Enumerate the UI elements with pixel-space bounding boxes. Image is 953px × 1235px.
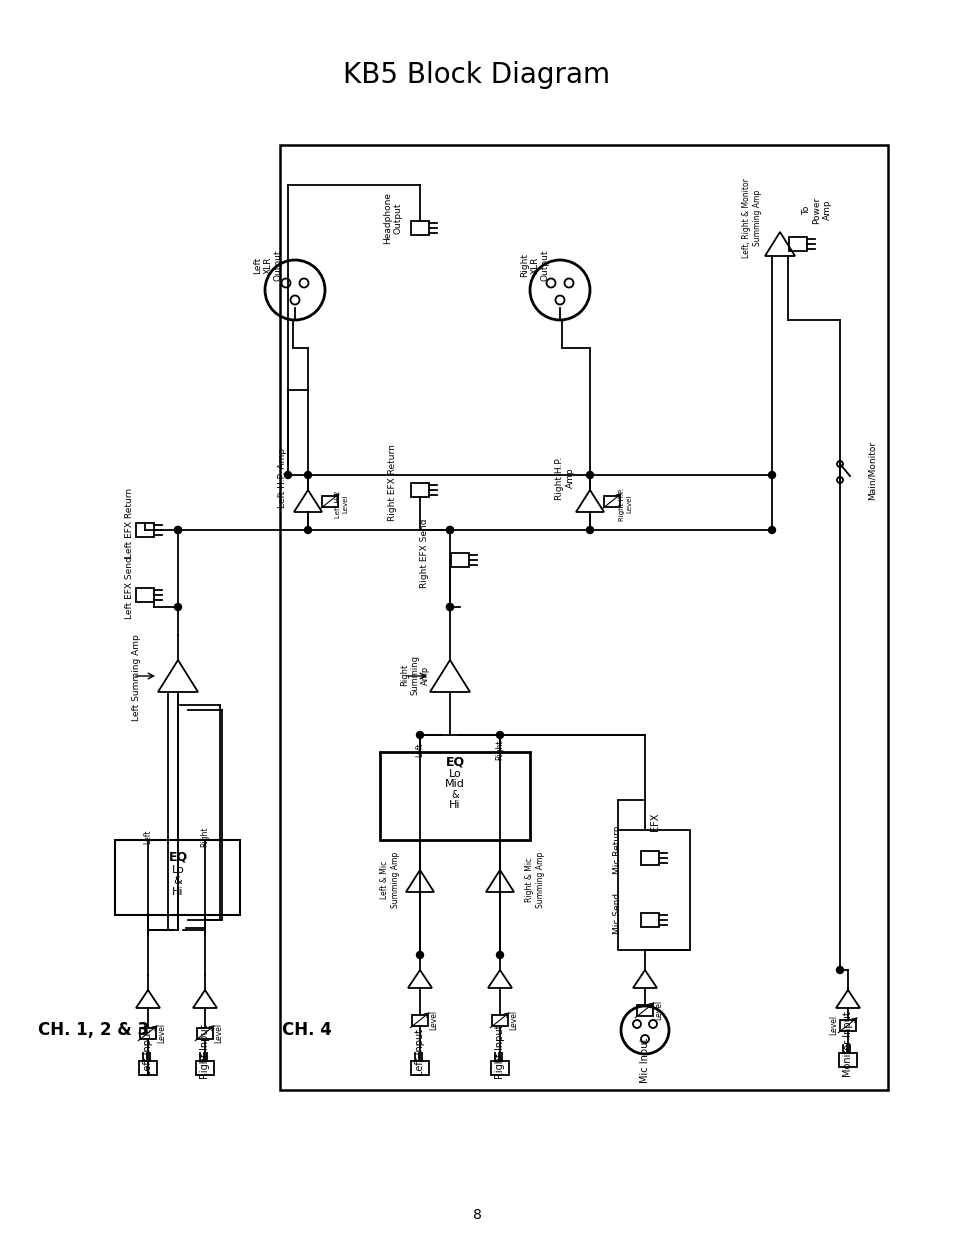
Bar bbox=[451, 553, 469, 567]
Bar bbox=[840, 1020, 855, 1030]
Bar bbox=[412, 1014, 428, 1025]
Text: EFX: EFX bbox=[649, 813, 659, 831]
Text: Left & Mic
Summing Amp: Left & Mic Summing Amp bbox=[380, 852, 399, 908]
Bar bbox=[838, 1053, 856, 1067]
Circle shape bbox=[446, 604, 453, 610]
Circle shape bbox=[416, 731, 423, 739]
Text: Level: Level bbox=[654, 1000, 662, 1020]
Circle shape bbox=[496, 951, 503, 958]
Circle shape bbox=[304, 472, 312, 478]
Bar bbox=[618, 830, 689, 950]
Text: EQ: EQ bbox=[169, 851, 188, 863]
Text: Mic Input: Mic Input bbox=[639, 1037, 649, 1083]
Bar bbox=[379, 752, 530, 840]
Text: Monitor Input: Monitor Input bbox=[842, 1011, 852, 1077]
Text: Level: Level bbox=[157, 1023, 167, 1044]
Bar bbox=[411, 1061, 429, 1074]
Bar bbox=[322, 495, 337, 506]
Text: Left EFX Send: Left EFX Send bbox=[126, 557, 134, 620]
Circle shape bbox=[174, 526, 181, 534]
Text: KB5 Block Diagram: KB5 Block Diagram bbox=[343, 61, 610, 89]
Text: &: & bbox=[173, 876, 182, 885]
Bar bbox=[196, 1028, 213, 1039]
Bar bbox=[280, 144, 887, 1091]
Text: CH. 4: CH. 4 bbox=[282, 1021, 332, 1039]
Text: EQ: EQ bbox=[445, 756, 464, 768]
Text: Left H.P. Amp: Left H.P. Amp bbox=[278, 448, 287, 508]
Text: Hi: Hi bbox=[172, 887, 184, 897]
Text: Left Input: Left Input bbox=[415, 1029, 424, 1076]
Text: Right H.P.
Amp: Right H.P. Amp bbox=[555, 457, 574, 500]
Circle shape bbox=[446, 604, 453, 610]
Text: Right
XLR
Output: Right XLR Output bbox=[519, 249, 549, 280]
Circle shape bbox=[768, 526, 775, 534]
Bar bbox=[491, 1061, 509, 1074]
Text: Right H.P.
Level: Right H.P. Level bbox=[618, 488, 632, 521]
Text: Main/Monitor: Main/Monitor bbox=[866, 441, 876, 500]
Text: Level: Level bbox=[828, 1015, 838, 1035]
Text: CH. 1, 2 & 3: CH. 1, 2 & 3 bbox=[38, 1021, 149, 1039]
Circle shape bbox=[304, 526, 312, 534]
Text: Left: Left bbox=[143, 830, 152, 845]
Circle shape bbox=[586, 472, 593, 478]
Bar bbox=[139, 1061, 157, 1074]
Text: Left EFX Return: Left EFX Return bbox=[126, 488, 134, 558]
Bar bbox=[411, 483, 429, 496]
Text: Level: Level bbox=[429, 1010, 438, 1030]
Bar bbox=[788, 237, 806, 251]
Bar bbox=[136, 522, 153, 537]
Text: Mic Send: Mic Send bbox=[613, 893, 622, 934]
Text: Mic Return: Mic Return bbox=[613, 826, 622, 874]
Text: Right Input: Right Input bbox=[200, 1025, 210, 1079]
Text: Right: Right bbox=[495, 740, 504, 761]
Circle shape bbox=[446, 526, 453, 534]
Text: Level: Level bbox=[509, 1010, 518, 1030]
Text: Left Summing Amp: Left Summing Amp bbox=[132, 635, 141, 721]
Circle shape bbox=[496, 731, 503, 739]
Text: Right EFX Send: Right EFX Send bbox=[420, 519, 429, 588]
Text: &: & bbox=[451, 790, 458, 800]
Circle shape bbox=[586, 526, 593, 534]
Bar bbox=[640, 851, 659, 864]
Bar bbox=[136, 588, 153, 601]
Bar bbox=[603, 495, 619, 506]
Text: Right: Right bbox=[200, 826, 210, 847]
Circle shape bbox=[836, 967, 842, 973]
Text: Right
Summing
Amp: Right Summing Amp bbox=[399, 655, 430, 695]
Bar bbox=[411, 221, 429, 235]
Bar bbox=[637, 1004, 652, 1015]
Bar bbox=[140, 1028, 156, 1039]
Bar bbox=[195, 1061, 213, 1074]
Text: Lo: Lo bbox=[448, 769, 461, 779]
Bar bbox=[492, 1014, 507, 1025]
Text: 8: 8 bbox=[472, 1208, 481, 1221]
Text: To
Power
Amp: To Power Amp bbox=[801, 196, 831, 224]
Bar bbox=[115, 840, 240, 915]
Text: Right Input: Right Input bbox=[495, 1025, 504, 1079]
Text: Right EFX Return: Right EFX Return bbox=[388, 445, 397, 521]
Bar bbox=[640, 913, 659, 927]
Text: Left: Left bbox=[416, 742, 424, 757]
Text: Right & Mic
Summing Amp: Right & Mic Summing Amp bbox=[525, 852, 544, 908]
Text: Left
XLR
Output: Left XLR Output bbox=[253, 249, 283, 280]
Circle shape bbox=[174, 604, 181, 610]
Circle shape bbox=[416, 951, 423, 958]
Circle shape bbox=[284, 472, 292, 478]
Circle shape bbox=[768, 472, 775, 478]
Text: Headphone
Output: Headphone Output bbox=[383, 191, 402, 245]
Text: Left Input: Left Input bbox=[143, 1029, 152, 1076]
Circle shape bbox=[174, 526, 181, 534]
Circle shape bbox=[446, 526, 453, 534]
Text: Left H.P.
Level: Left H.P. Level bbox=[335, 490, 348, 517]
Text: Mid: Mid bbox=[445, 779, 464, 789]
Text: Left, Right & Monitor
Summing Amp: Left, Right & Monitor Summing Amp bbox=[741, 178, 760, 258]
Text: Hi: Hi bbox=[449, 800, 460, 810]
Text: Lo: Lo bbox=[172, 864, 184, 876]
Text: Level: Level bbox=[214, 1023, 223, 1044]
